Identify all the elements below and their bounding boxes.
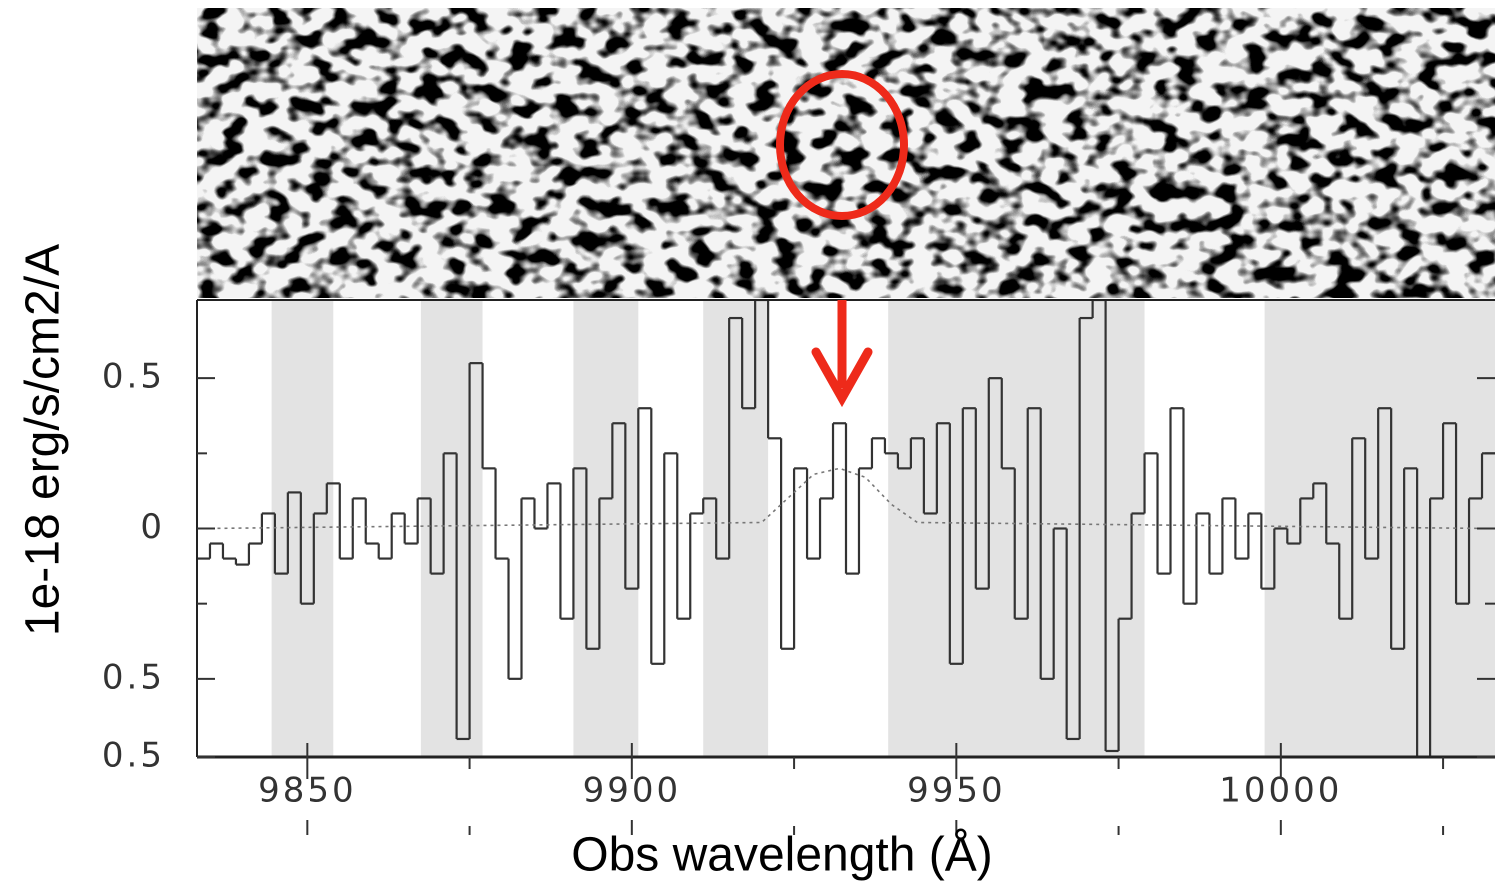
x-axis-title: Obs wavelength (Å)	[571, 829, 993, 882]
shaded-region	[573, 300, 639, 757]
y-axis-title: 1e-18 erg/s/cm2/A	[17, 244, 70, 636]
y-tick-label: 0.5	[102, 657, 165, 697]
y-tick-label: 0.5	[102, 736, 165, 776]
y-tick-label: 0.5	[102, 357, 165, 397]
step-riser	[208, 300, 1484, 757]
arrow	[811, 300, 873, 408]
x-tick-label: 9850	[258, 771, 357, 811]
model-line	[203, 467, 1489, 530]
plot-area: 0.5 0 0.5 0.5 9850 9900 9950 10000	[102, 299, 1495, 835]
highlight-circle	[776, 70, 908, 220]
x-tick-label: 9900	[583, 771, 682, 811]
y-tick-label: 0	[140, 507, 165, 547]
shaded-region	[703, 300, 769, 757]
shaded-region	[271, 300, 334, 757]
series-group	[197, 300, 1495, 757]
x-tick-label: 9950	[907, 771, 1006, 811]
spectrum-image	[197, 8, 1495, 298]
x-tick-label: 10000	[1219, 771, 1342, 811]
shaded-region	[888, 300, 1145, 757]
